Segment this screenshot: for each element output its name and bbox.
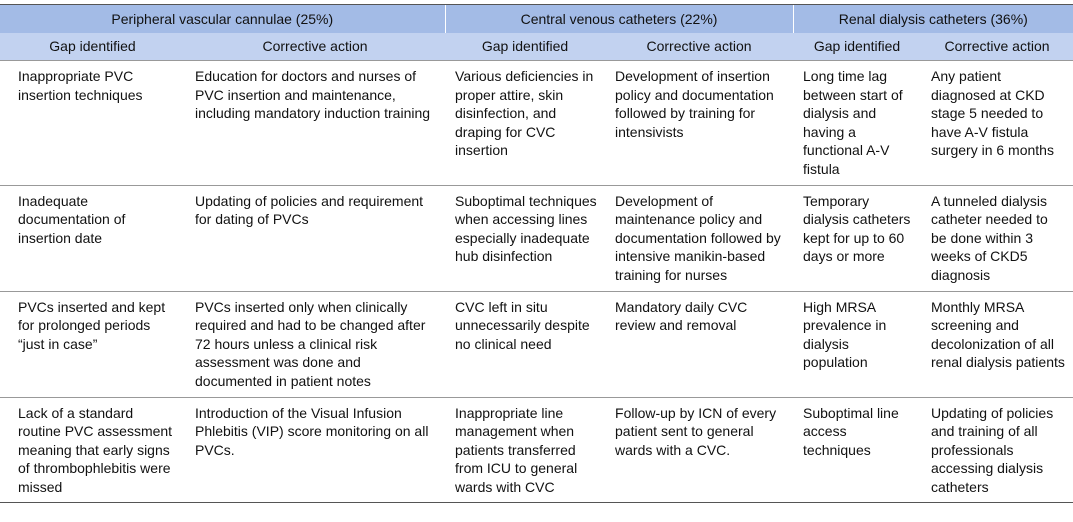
table-cell: Development of maintenance policy and do… (605, 184, 794, 292)
table-cell: A tunneled dialysis catheter needed to b… (921, 184, 1073, 292)
table: Peripheral vascular cannulae (25%) Centra… (0, 4, 1073, 504)
table-cell: Updating of policies and requirement for… (185, 184, 446, 292)
table-cell: Inappropriate PVC insertion techniques (0, 60, 185, 186)
table-cell: Introduction of the Visual Infusion Phle… (185, 396, 446, 504)
table-cell: Education for doctors and nurses of PVC … (185, 60, 446, 186)
table-cell: Lack of a standard routine PVC assessmen… (0, 396, 185, 504)
table-row: Inadequate documentation of insertion da… (0, 184, 1073, 292)
table-body: Inappropriate PVC insertion techniques Ed… (0, 60, 1073, 504)
table-cell: PVCs inserted only when clinically requi… (185, 290, 446, 397)
column-header-row: Gap identified Corrective action Gap ident… (0, 33, 1073, 61)
table-cell: Long time lag between start of dialysis … (793, 60, 922, 186)
table-cell: Updating of policies and training of all… (921, 396, 1073, 504)
table-cell: Suboptimal line access techniques (793, 396, 922, 504)
table-cell: PVCs inserted and kept for prolonged per… (0, 290, 185, 397)
table-cell: Suboptimal techniques when accessing lin… (445, 184, 606, 292)
column-header: Corrective action (605, 33, 794, 61)
group-header: Central venous catheters (22%) (444, 4, 794, 33)
column-header: Gap identified (445, 33, 606, 61)
table-row: PVCs inserted and kept for prolonged per… (0, 290, 1073, 397)
column-header: Corrective action (921, 33, 1073, 61)
table-cell: Mandatory daily CVC review and removal (605, 290, 794, 397)
table-row: Inappropriate PVC insertion techniques Ed… (0, 60, 1073, 186)
table-cell: Any patient diagnosed at CKD stage 5 nee… (921, 60, 1073, 186)
group-header: Renal dialysis catheters (36%) (792, 4, 1073, 33)
table-cell: Various deficiencies in proper attire, s… (445, 60, 606, 186)
table-cell: High MRSA prevalence in dialysis populat… (793, 290, 922, 397)
group-header-row: Peripheral vascular cannulae (25%) Centra… (0, 4, 1073, 33)
group-header: Peripheral vascular cannulae (25%) (0, 4, 446, 33)
column-header: Gap identified (793, 33, 922, 61)
table-cell: Development of insertion policy and docu… (605, 60, 794, 186)
table-row: Lack of a standard routine PVC assessmen… (0, 396, 1073, 504)
table-cell: Monthly MRSA screening and decolonizatio… (921, 290, 1073, 397)
table-cell: Temporary dialysis catheters kept for up… (793, 184, 922, 292)
table-cell: Inadequate documentation of insertion da… (0, 184, 185, 292)
table-cell: Follow-up by ICN of every patient sent t… (605, 396, 794, 504)
column-header: Gap identified (0, 33, 185, 61)
table-cell: CVC left in situ unnecessarily despite n… (445, 290, 606, 397)
table-cell: Inappropriate line management when patie… (445, 396, 606, 504)
column-header: Corrective action (185, 33, 446, 61)
